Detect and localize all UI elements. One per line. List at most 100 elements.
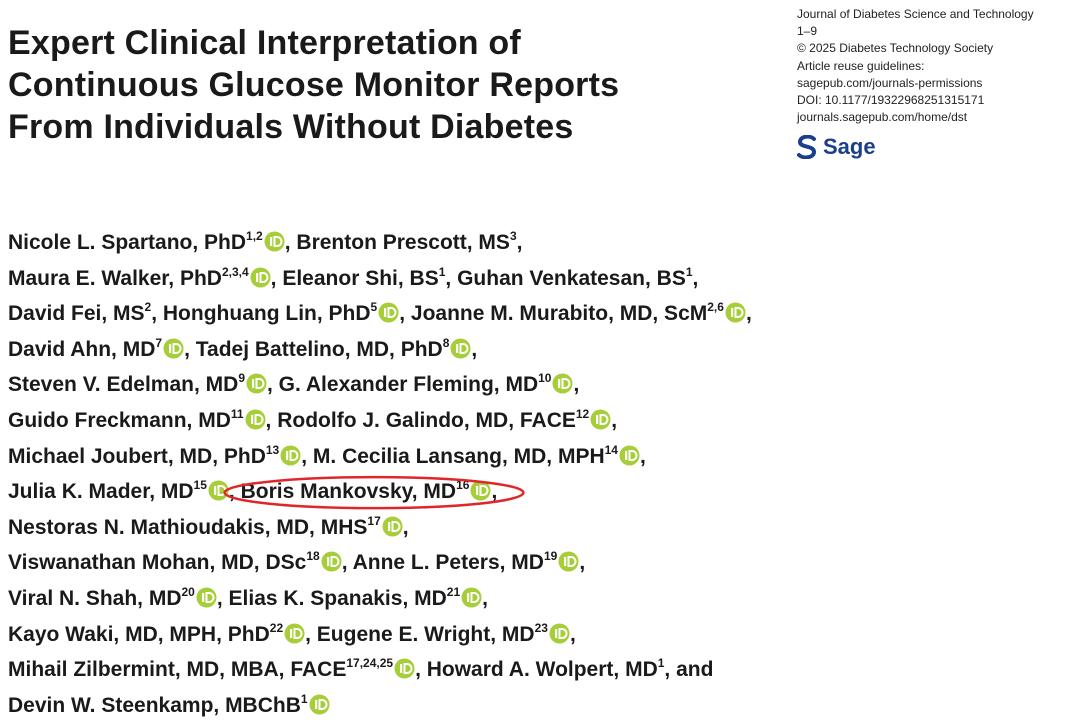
orcid-icon[interactable]	[725, 302, 746, 323]
separator: ,	[341, 551, 353, 575]
author: Anne L. Peters, MD19	[352, 549, 580, 575]
orcid-icon[interactable]	[552, 373, 573, 394]
author-line: Maura E. Walker, PhD2,3,4, Eleanor Shi, …	[8, 258, 752, 294]
affiliation: 21	[446, 584, 461, 599]
author: G. Alexander Fleming, MD10	[278, 371, 574, 397]
title: Expert Clinical Interpretation of Continu…	[8, 22, 619, 148]
orcid-icon[interactable]	[321, 551, 342, 572]
affiliation: 22	[269, 620, 284, 635]
author-name: David Ahn, MD	[8, 337, 156, 361]
separator: ,	[445, 266, 458, 290]
orcid-icon[interactable]	[549, 623, 570, 644]
author-line: David Fei, MS2, Honghuang Lin, PhD5, Joa…	[8, 293, 752, 329]
separator: ,	[745, 302, 752, 326]
author-name: David Fei, MS	[8, 302, 145, 326]
author-name: Nestoras N. Mathioudakis, MD, MHS	[8, 515, 368, 539]
orcid-icon[interactable]	[245, 409, 266, 430]
affiliation: 17,24,25	[346, 656, 394, 671]
author: Nicole L. Spartano, PhD1,2	[8, 229, 285, 254]
separator: ,	[184, 337, 196, 361]
separator: ,	[301, 444, 313, 468]
affiliation: 1,2	[246, 229, 263, 243]
author-name: M. Cecilia Lansang, MD, MPH	[312, 444, 605, 468]
author: Nestoras N. Mathioudakis, MD, MHS17	[8, 513, 403, 539]
orcid-icon[interactable]	[382, 516, 403, 537]
separator: ,	[270, 266, 283, 290]
affiliation: 5	[370, 300, 378, 315]
publisher-name: Sage	[823, 134, 876, 159]
affiliation: 9	[238, 371, 245, 386]
author-line: Nestoras N. Mathioudakis, MD, MHS17,	[8, 507, 752, 543]
orcid-icon[interactable]	[284, 623, 305, 644]
separator: ,	[305, 622, 317, 646]
affiliation: 1	[657, 656, 665, 671]
author: Brenton Prescott, MS3	[296, 229, 516, 254]
author-name: Mihail Zilbermint, MD, MBA, FACE	[8, 658, 347, 682]
author: Michael Joubert, MD, PhD13	[8, 443, 301, 468]
affiliation: 11	[230, 406, 244, 421]
orcid-icon[interactable]	[590, 409, 611, 430]
author: Maura E. Walker, PhD2,3,4	[8, 265, 271, 290]
author-name: G. Alexander Fleming, MD	[278, 373, 539, 397]
author-name: Julia K. Mader, MD	[8, 480, 194, 504]
logo-icon	[797, 135, 817, 159]
author-line: Kayo Waki, MD, MPH, PhD22, Eugene E. Wri…	[8, 614, 752, 650]
affiliation: 1	[300, 691, 308, 706]
affiliation: 17	[367, 513, 381, 528]
orcid-icon[interactable]	[264, 231, 285, 252]
journal-line: 1–9	[797, 24, 818, 39]
author-name: Boris Mankovsky, MD	[240, 480, 457, 504]
author-name: Anne L. Peters, MD	[352, 551, 544, 575]
affiliation: 20	[181, 584, 195, 599]
separator: ,	[639, 444, 646, 468]
author-name: Devin W. Steenkamp, MBChB	[8, 693, 301, 717]
author-name: Rodolfo J. Galindo, MD, FACE	[277, 408, 576, 432]
author: Elias K. Spanakis, MD21	[228, 584, 483, 610]
separator: ,	[284, 231, 297, 254]
title-line: From Individuals Without Diabetes	[8, 108, 574, 146]
orcid-icon[interactable]	[461, 587, 482, 608]
author-name: Elias K. Spanakis, MD	[228, 586, 447, 610]
orcid-icon[interactable]	[378, 302, 399, 323]
orcid-icon[interactable]	[246, 373, 267, 394]
orcid-icon[interactable]	[394, 658, 415, 679]
author-line: Viswanathan Mohan, MD, DSc18, Anne L. Pe…	[8, 542, 752, 578]
orcid-icon[interactable]	[208, 480, 229, 501]
author: Steven V. Edelman, MD9	[8, 371, 267, 397]
author: Kayo Waki, MD, MPH, PhD22	[8, 620, 305, 646]
author: Julia K. Mader, MD15	[8, 478, 229, 504]
orcid-icon[interactable]	[163, 338, 184, 359]
separator: ,	[611, 408, 618, 432]
journal-line: © 2025 Diabetes Technology Society	[797, 41, 994, 56]
orcid-icon[interactable]	[619, 445, 640, 466]
author-name: Michael Joubert, MD, PhD	[8, 444, 266, 468]
author-name: Steven V. Edelman, MD	[8, 373, 239, 397]
affiliation: 8	[442, 335, 450, 350]
separator: ,	[569, 622, 576, 646]
separator: ,	[482, 586, 488, 610]
journal-line: journals.sagepub.com/home/dst	[797, 110, 968, 125]
author: David Fei, MS2	[8, 300, 152, 326]
author-name: Viswanathan Mohan, MD, DSc	[8, 551, 307, 575]
affiliation: 1	[438, 264, 446, 279]
affiliation: 2	[144, 300, 152, 315]
orcid-icon[interactable]	[280, 445, 301, 466]
orcid-icon[interactable]	[309, 694, 330, 715]
author-name: Eleanor Shi, BS	[282, 266, 439, 290]
separator: , and	[664, 658, 714, 682]
author-line: Michael Joubert, MD, PhD13, M. Cecilia L…	[8, 436, 752, 472]
author-name: Guido Freckmann, MD	[8, 408, 231, 432]
orcid-icon[interactable]	[558, 551, 579, 572]
orcid-icon[interactable]	[250, 267, 271, 288]
orcid-icon[interactable]	[450, 338, 471, 359]
author: Eleanor Shi, BS1	[282, 264, 446, 290]
orcid-icon[interactable]	[470, 480, 491, 501]
author: Howard A. Wolpert, MD1	[426, 656, 665, 682]
author-name: Joanne M. Murabito, MD, ScM	[410, 302, 708, 326]
separator: ,	[216, 586, 229, 610]
orcid-icon[interactable]	[196, 587, 217, 608]
author-name: Viral N. Shah, MD	[8, 586, 182, 610]
author-line: Nicole L. Spartano, PhD1,2, Brenton Pres…	[8, 222, 752, 258]
author-name: Howard A. Wolpert, MD	[426, 658, 658, 682]
author-name: Honghuang Lin, PhD	[162, 302, 371, 326]
